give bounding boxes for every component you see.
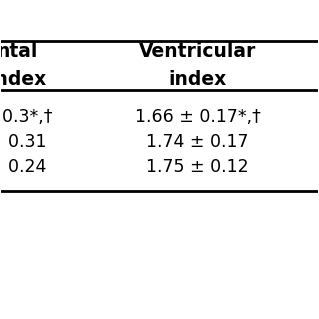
Text: ≥ 0.3*,†: ≥ 0.3*,†	[0, 108, 52, 126]
Text: ≥ 0.31: ≥ 0.31	[0, 133, 47, 151]
Text: ≥ 0.24: ≥ 0.24	[0, 159, 46, 176]
Text: index: index	[168, 70, 226, 89]
Text: index: index	[0, 70, 46, 89]
Text: 1.74 ± 0.17: 1.74 ± 0.17	[146, 133, 249, 151]
Text: 1.66 ± 0.17*,†: 1.66 ± 0.17*,†	[135, 108, 260, 126]
Text: 1.75 ± 0.12: 1.75 ± 0.12	[146, 159, 249, 176]
Text: ntal: ntal	[0, 42, 38, 61]
Text: Ventricular: Ventricular	[139, 42, 256, 61]
